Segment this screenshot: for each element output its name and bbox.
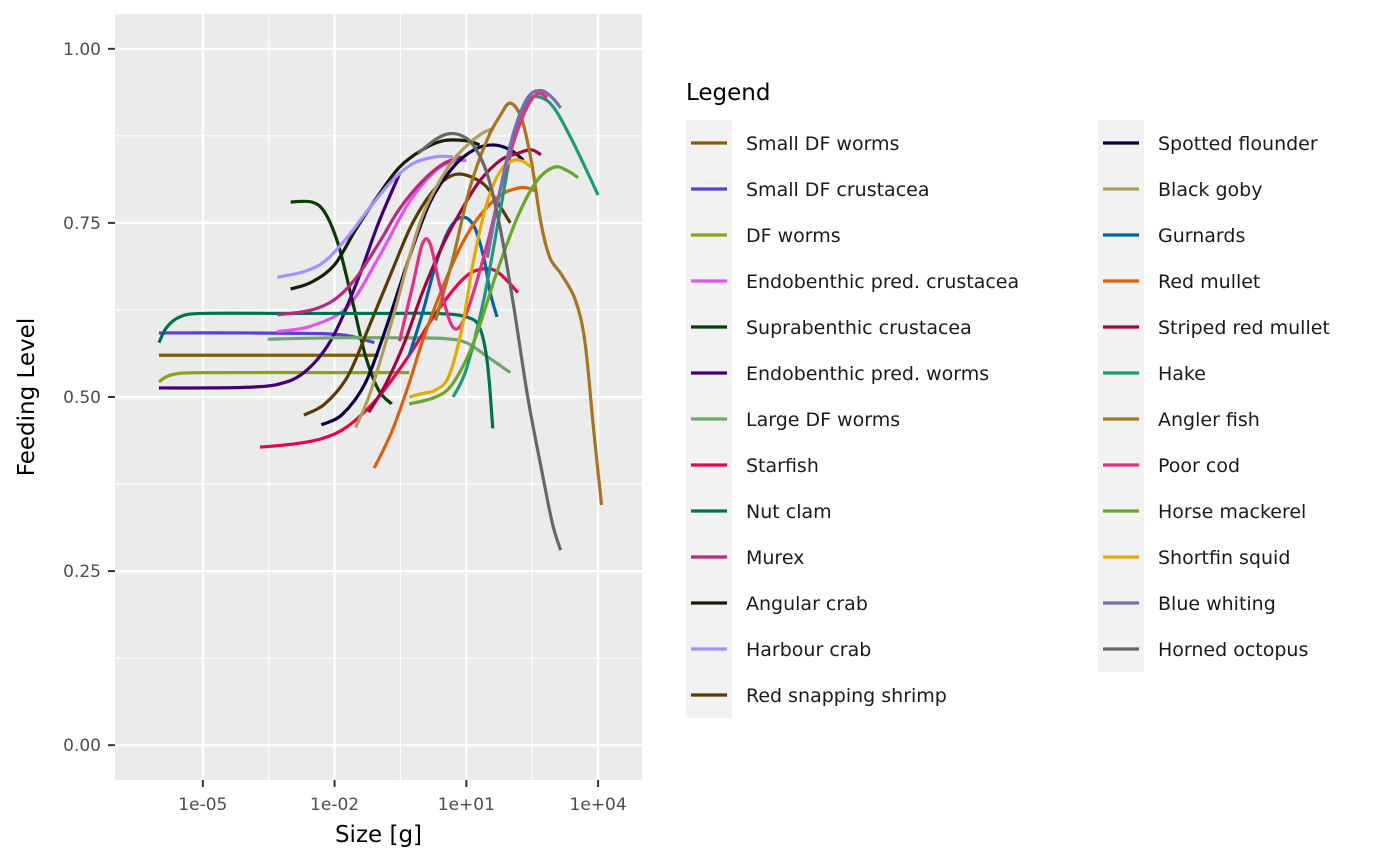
series-line-red-snapping-shrimp	[303, 172, 512, 417]
x-tick-label: 1e-05	[178, 795, 227, 815]
legend-label-blue-whiting: Blue whiting	[1158, 593, 1276, 615]
legend-label-nut-clam: Nut clam	[746, 501, 832, 523]
legend-label-harbour-crab: Harbour crab	[746, 639, 871, 661]
x-tick-label: 1e-02	[310, 795, 359, 815]
y-tick-label: 0.25	[63, 562, 101, 582]
y-axis: 0.00 0.25 0.50 0.75 1.00	[63, 40, 115, 756]
legend-label-df-worms: DF worms	[746, 225, 841, 247]
legend-label-red-mullet: Red mullet	[1158, 271, 1260, 293]
legend-label-hake: Hake	[1158, 363, 1206, 385]
legend-label-endobenthic-pred-crustacea: Endobenthic pred. crustacea	[746, 271, 1019, 293]
y-tick-label: 0.00	[63, 736, 101, 756]
legend-label-large-df-worms: Large DF worms	[746, 409, 900, 431]
legend-label-angular-crab: Angular crab	[746, 593, 868, 615]
series-line-murex	[277, 155, 463, 317]
series-line-harbour-crab	[277, 154, 454, 279]
legend-label-black-goby: Black goby	[1158, 179, 1262, 201]
legend-label-small-df-crustacea: Small DF crustacea	[746, 179, 929, 201]
legend-label-endobenthic-pred-worms: Endobenthic pred. worms	[746, 363, 989, 385]
legend: Legend Small DF worms Small DF crustacea D…	[686, 80, 1330, 718]
series-line-df-worms	[158, 370, 410, 384]
legend-label-red-snapping-shrimp: Red snapping shrimp	[746, 685, 947, 707]
y-axis-title: Feeding Level	[14, 318, 40, 476]
legend-label-striped-red-mullet: Striped red mullet	[1158, 317, 1330, 339]
series-line-red-mullet	[372, 185, 538, 469]
series-line-poor-cod	[397, 91, 549, 342]
y-tick-label: 0.50	[63, 388, 101, 408]
legend-label-gurnards: Gurnards	[1158, 225, 1245, 247]
x-tick-label: 1e+01	[438, 795, 495, 815]
x-axis-title: Size [g]	[335, 822, 422, 848]
series-line-angular-crab	[290, 138, 481, 291]
series-line-endobenthic-pred-worms	[158, 173, 401, 390]
y-tick-label: 0.75	[63, 214, 101, 234]
x-tick-label: 1e+04	[570, 795, 627, 815]
series-line-suprabenthic-crustacea	[290, 199, 393, 406]
series-line-blue-whiting	[485, 89, 562, 259]
legend-label-poor-cod: Poor cod	[1158, 455, 1240, 477]
legend-entries: Small DF worms Small DF crustacea DF worms…	[691, 133, 1330, 707]
legend-label-small-df-worms: Small DF worms	[746, 133, 899, 155]
series-line-angler-fish	[434, 101, 604, 506]
y-tick-label: 1.00	[63, 40, 101, 60]
series-line-horned-octopus	[417, 131, 563, 551]
series-line-striped-red-mullet	[367, 148, 542, 414]
legend-key-column-2	[1098, 120, 1144, 672]
x-axis: 1e-05 1e-02 1e+01 1e+04	[178, 780, 627, 815]
legend-label-shortfin-squid: Shortfin squid	[1158, 547, 1290, 569]
series-line-black-goby	[354, 127, 494, 429]
series-line-horse-mackerel	[408, 165, 579, 406]
series-lines	[157, 89, 604, 551]
legend-title: Legend	[686, 80, 771, 106]
legend-label-starfish: Starfish	[746, 455, 819, 477]
legend-label-murex: Murex	[746, 547, 804, 569]
series-line-shortfin-squid	[408, 158, 533, 399]
series-line-hake	[451, 94, 600, 398]
legend-label-angler-fish: Angler fish	[1158, 409, 1260, 431]
legend-label-horse-mackerel: Horse mackerel	[1158, 501, 1306, 523]
legend-label-spotted-flounder: Spotted flounder	[1158, 133, 1318, 155]
legend-label-suprabenthic-crustacea: Suprabenthic crustacea	[746, 317, 972, 339]
legend-label-horned-octopus: Horned octopus	[1158, 639, 1308, 661]
